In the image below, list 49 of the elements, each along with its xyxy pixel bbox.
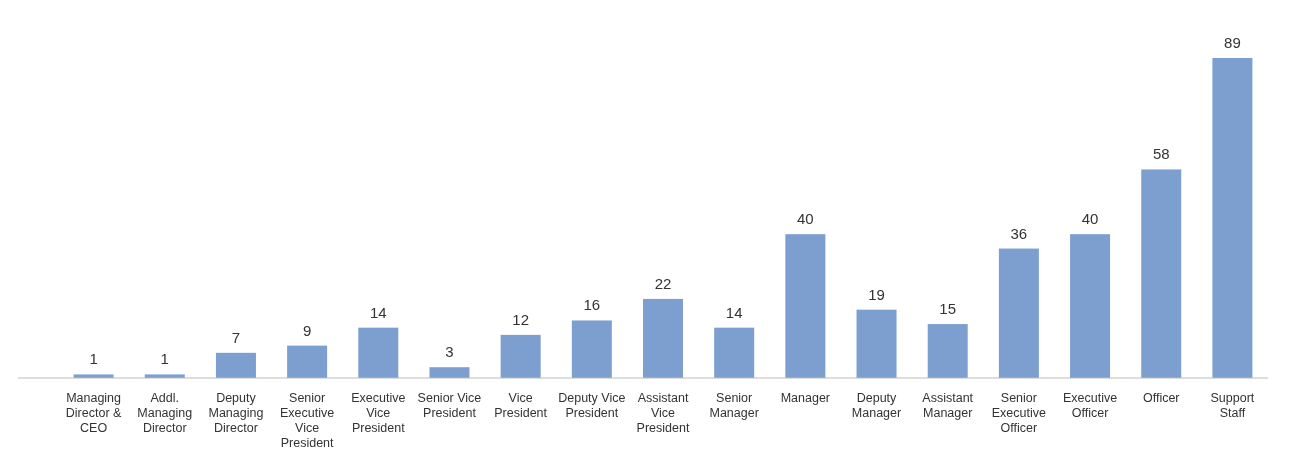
bar [287, 345, 328, 378]
data-label: 19 [868, 285, 885, 303]
bar [998, 248, 1039, 378]
data-label: 40 [1081, 210, 1099, 228]
data-label: 15 [939, 300, 957, 318]
bar [429, 367, 470, 378]
x-tick-label: Assistant Manager [922, 391, 974, 420]
bar [1070, 234, 1111, 378]
x-tick-label: Assistant Vice President [636, 391, 690, 435]
x-tick-label: Deputy Managing Director [208, 391, 264, 435]
bar [643, 298, 683, 378]
x-tick-label: Executive Vice President [351, 391, 406, 435]
x-tick-label: Senior Executive Officer [991, 391, 1047, 435]
x-tick-label: Managing Director & CEO [65, 391, 123, 435]
data-label: 16 [583, 296, 601, 314]
bar [1212, 58, 1253, 378]
bar [215, 352, 256, 378]
data-label: 12 [512, 310, 529, 328]
x-tick-label: Vice President [494, 391, 548, 420]
x-tick-label: Support Staff [1210, 391, 1255, 420]
data-label: 58 [1152, 145, 1170, 163]
x-tick-label: Senior Executive Vice President [280, 391, 335, 450]
data-label: 14 [369, 303, 387, 321]
x-tick-label: Deputy Manager [851, 391, 902, 420]
data-label: 22 [654, 274, 672, 292]
x-tick-label: Executive Officer [1062, 391, 1118, 420]
x-tick-label: Manager [780, 391, 831, 405]
data-label: 9 [302, 321, 312, 339]
data-label: 89 [1224, 34, 1241, 51]
bar [358, 327, 399, 378]
data-label: 40 [797, 210, 814, 228]
data-label: 1 [160, 350, 169, 368]
bar [1141, 169, 1182, 378]
bar [571, 320, 612, 378]
bar [714, 327, 755, 378]
bar [785, 234, 826, 378]
bar [500, 334, 541, 378]
bar [856, 309, 897, 378]
x-tick-label: Deputy Vice President [558, 391, 626, 420]
bar [927, 324, 968, 378]
x-tick-label: Senior Vice President [417, 391, 482, 420]
x-tick-label: Officer [1142, 391, 1180, 405]
x-tick-label: Senior Manager [709, 391, 759, 420]
data-label: 7 [231, 328, 241, 346]
data-label: 36 [1010, 224, 1028, 242]
data-label: 1 [89, 350, 98, 368]
x-tick-label: Addl. Managing Director [137, 391, 193, 435]
data-label: 3 [445, 343, 454, 361]
data-label: 14 [725, 303, 743, 321]
